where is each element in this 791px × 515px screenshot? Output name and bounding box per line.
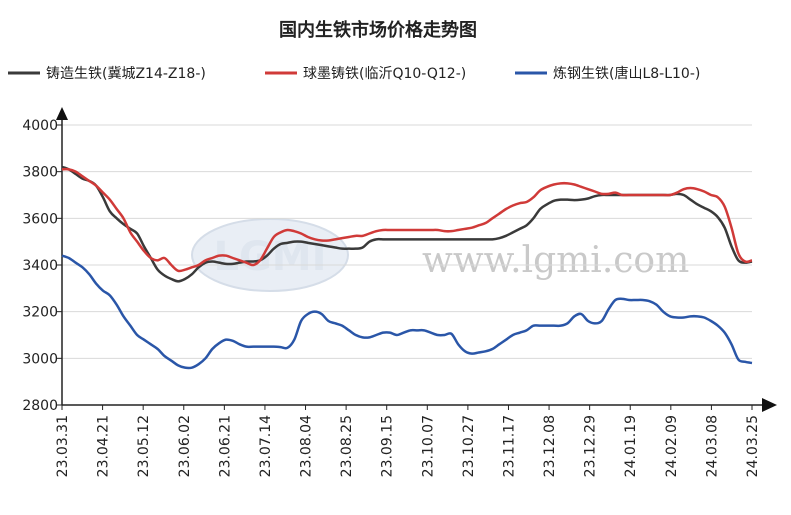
x-tick-label-9: 23.10.07: [420, 415, 436, 477]
x-tick-label-11: 23.11.17: [501, 415, 517, 477]
y-axis-ticks: 2800 3000 3200 3400 3600 3800 4000: [22, 118, 62, 414]
x-tick-label-13: 23.12.29: [583, 415, 599, 477]
x-tick-label-4: 23.06.21: [217, 415, 233, 477]
x-tick-label-10: 23.10.27: [461, 415, 477, 477]
legend-label-1: 球墨铸铁(临沂Q10-Q12-): [303, 66, 466, 82]
x-tick-label-7: 23.08.25: [339, 415, 355, 477]
watermark-url: www.lgmi.com: [422, 240, 689, 281]
x-tick-label-16: 24.03.08: [704, 415, 720, 477]
x-tick-label-8: 23.09.15: [380, 415, 396, 477]
y-axis-arrow: [56, 107, 68, 120]
y-tick-label-3200: 3200: [22, 305, 58, 321]
grid: [62, 124, 752, 359]
series-line-2: [61, 254, 753, 370]
y-tick-label-3000: 3000: [22, 351, 58, 367]
x-tick-label-2: 23.05.12: [136, 415, 152, 477]
x-tick-label-12: 23.12.08: [542, 415, 558, 477]
axes: [56, 107, 777, 412]
series-group: [61, 165, 753, 370]
chart-title: 国内生铁市场价格走势图: [279, 19, 477, 41]
y-tick-label-3400: 3400: [22, 258, 58, 274]
y-tick-label-2800: 2800: [22, 398, 58, 414]
x-tick-label-1: 23.04.21: [96, 415, 112, 477]
legend-label-2: 炼钢生铁(唐山L8-L10-): [553, 65, 700, 82]
x-tick-label-6: 23.08.04: [299, 415, 315, 477]
x-tick-label-0: 23.03.31: [55, 415, 71, 477]
series-line-1: [61, 167, 753, 273]
legend-label-0: 铸造生铁(冀城Z14-Z18-): [46, 66, 206, 82]
x-tick-label-17: 24.03.25: [745, 415, 761, 477]
x-tick-label-5: 23.07.14: [258, 415, 274, 477]
x-axis-arrow: [762, 398, 777, 412]
y-tick-label-3800: 3800: [22, 165, 58, 181]
x-axis-ticks: 23.03.31 23.04.21 23.05.12 23.06.02 23.06.21…: [55, 405, 761, 477]
x-tick-label-14: 24.01.19: [623, 415, 639, 477]
x-tick-label-15: 24.02.09: [664, 415, 680, 477]
y-tick-label-4000: 4000: [22, 118, 58, 134]
y-tick-label-3600: 3600: [22, 211, 58, 227]
legend: 铸造生铁(冀城Z14-Z18-) 球墨铸铁(临沂Q10-Q12-) 炼钢生铁(唐…: [8, 65, 700, 82]
x-tick-label-3: 23.06.02: [177, 415, 193, 477]
